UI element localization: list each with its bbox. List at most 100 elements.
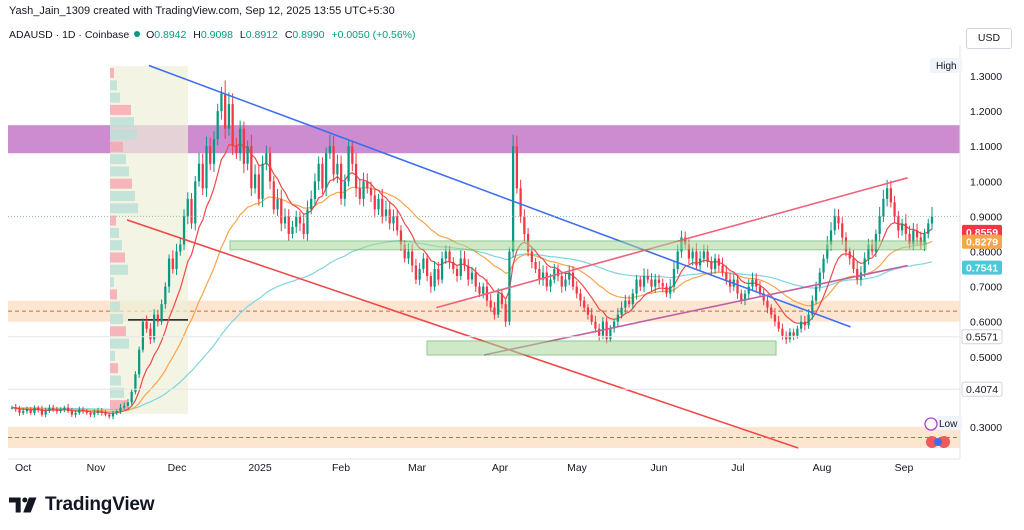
candle-body <box>900 223 904 231</box>
high-marker-label: High <box>936 61 957 72</box>
candle-body <box>14 407 17 410</box>
trendline-descending-blue <box>148 64 851 328</box>
candle-body <box>620 307 623 315</box>
candle-body <box>149 328 152 340</box>
candle-body <box>347 146 350 182</box>
candle-body <box>627 300 631 305</box>
candle-body <box>882 198 885 217</box>
candle-body <box>268 153 272 182</box>
candle-body <box>747 286 750 294</box>
candle-body <box>167 258 171 287</box>
candle-body <box>108 414 111 417</box>
candle-body <box>246 146 249 164</box>
candle-body <box>519 188 522 217</box>
symbol-name: ADAUSD · 1D · Coinbase <box>9 29 130 41</box>
volume-profile-bar <box>110 314 123 324</box>
candle-body <box>291 226 294 234</box>
candle-body <box>433 269 436 287</box>
candle-body <box>332 146 335 175</box>
candle-body <box>792 332 795 336</box>
candle-body <box>560 276 563 287</box>
candle-body <box>908 233 911 245</box>
candle-body <box>37 407 40 410</box>
candle-body <box>141 321 145 350</box>
candle-body <box>313 181 317 199</box>
candle-body <box>893 202 896 217</box>
candle-body <box>669 286 672 294</box>
candle-body <box>796 328 799 336</box>
candle-body <box>321 163 324 189</box>
candle-body <box>568 272 571 280</box>
candle-body <box>807 314 810 326</box>
candle-body <box>418 269 421 280</box>
candle-body <box>201 163 204 189</box>
candle-body <box>156 314 159 322</box>
candle-body <box>104 412 107 415</box>
candle-body <box>530 251 533 263</box>
symbol-legend: ADAUSD · 1D · Coinbase O0.8942 H0.9098 L… <box>9 29 420 41</box>
candle-body <box>482 286 485 294</box>
candle-body <box>687 244 691 259</box>
candle-body <box>66 407 70 412</box>
candle-body <box>93 412 96 415</box>
candle-body <box>235 146 238 154</box>
candle-body <box>354 163 358 189</box>
candle-body <box>927 223 930 234</box>
candle-body <box>283 216 287 224</box>
price-label-text: 0.8279 <box>966 237 998 249</box>
candle-body <box>440 258 444 280</box>
time-tick-label: Nov <box>87 462 106 474</box>
volume-profile-bar <box>110 166 129 177</box>
candle-body <box>676 251 679 270</box>
currency-selector[interactable]: USD <box>966 28 1012 49</box>
candle-body <box>119 407 122 412</box>
candle-body <box>231 104 234 147</box>
candle-body <box>126 402 130 406</box>
high-value: 0.9098 <box>200 29 233 41</box>
candle-body <box>463 258 466 266</box>
candle-body <box>186 198 189 217</box>
candle-body <box>280 198 283 224</box>
candle-body <box>336 163 339 175</box>
candle-body <box>317 163 320 182</box>
candle-body <box>437 269 440 280</box>
candle-body <box>672 269 676 287</box>
candle-body <box>657 279 661 284</box>
candle-body <box>171 258 174 270</box>
price-tick-label: 1.3000 <box>970 71 1002 83</box>
candle-body <box>224 93 227 129</box>
candle-body <box>52 407 55 410</box>
candle-body <box>197 163 201 182</box>
price-tick-label: 1.1000 <box>970 141 1002 153</box>
volume-profile-bar <box>110 264 128 275</box>
candle-body <box>740 293 743 301</box>
candle-body <box>10 407 14 409</box>
candle-body <box>497 293 500 315</box>
candle-body <box>598 328 601 336</box>
candle-body <box>89 412 92 415</box>
candle-body <box>904 223 907 234</box>
candle-body <box>25 409 29 412</box>
candle-body <box>306 209 309 234</box>
time-tick-label: Feb <box>332 462 350 474</box>
high-marker <box>930 58 962 73</box>
time-tick-label: Sep <box>895 462 914 474</box>
candle-body <box>399 230 403 245</box>
candle-body <box>100 411 103 413</box>
candle-body <box>403 244 406 259</box>
event-flag-icon <box>926 436 938 448</box>
price-tick-label: 0.3000 <box>970 422 1002 434</box>
price-tick-label: 1.2000 <box>970 106 1002 118</box>
price-tick-label: 0.6000 <box>970 317 1002 329</box>
volume-profile-bar <box>110 154 126 165</box>
candle-body <box>194 181 197 224</box>
candle-body <box>829 230 833 245</box>
candle-body <box>182 216 186 245</box>
candle-body <box>512 146 515 252</box>
candle-body <box>856 269 859 280</box>
candle-body <box>493 307 496 315</box>
candle-body <box>717 258 720 266</box>
candle-body <box>500 293 504 305</box>
candle-body <box>736 279 739 294</box>
